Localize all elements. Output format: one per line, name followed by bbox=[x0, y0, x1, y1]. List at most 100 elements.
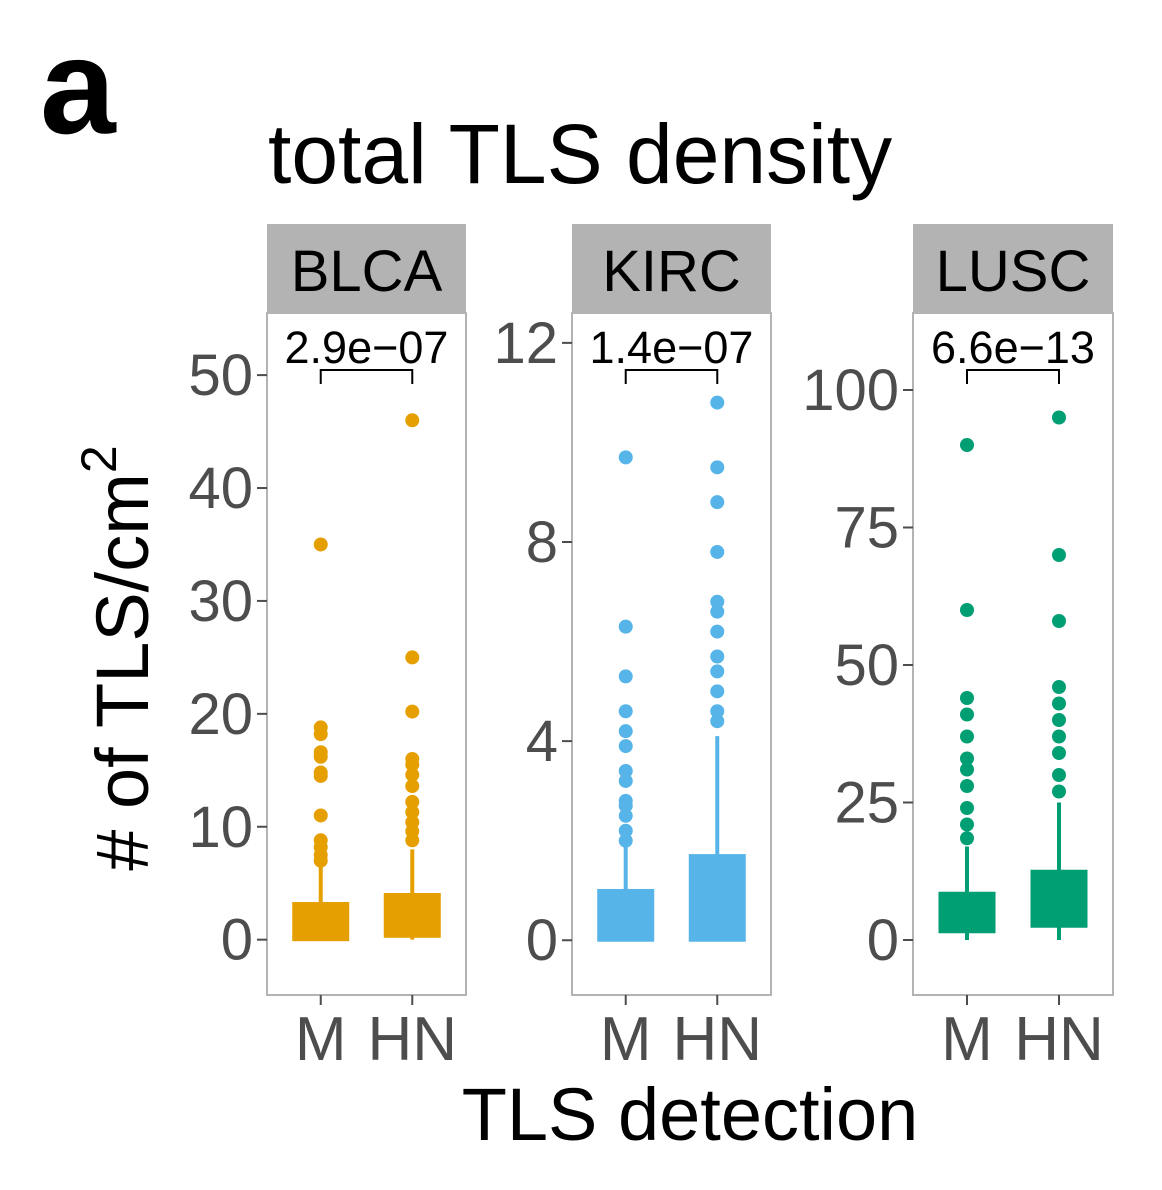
outlier-point bbox=[618, 450, 633, 465]
facet-kirc: KIRC 0 4 8 12 M HN 1.4e−07 bbox=[493, 224, 772, 1074]
y-tick-label: 50 bbox=[834, 633, 899, 698]
outlier-point bbox=[618, 833, 633, 848]
box-m bbox=[292, 902, 350, 942]
strip-background bbox=[572, 224, 771, 313]
outlier-point bbox=[618, 773, 633, 788]
outlier-point bbox=[1052, 746, 1066, 760]
outlier-point bbox=[1052, 548, 1066, 562]
y-tick-label: 75 bbox=[834, 496, 899, 561]
y-tick-label: 30 bbox=[188, 569, 253, 634]
outlier-point bbox=[313, 745, 328, 760]
outlier-point bbox=[960, 751, 974, 766]
facet-panels: BLCA 0 10 20 30 40 50 M HN 2.9e−07 KIRC 0 4 8 12 M HN 1.4… bbox=[188, 224, 1114, 1074]
outlier-point bbox=[618, 808, 633, 823]
outlier-point bbox=[960, 762, 974, 777]
p-value-label: 2.9e−07 bbox=[285, 322, 449, 373]
strip-label: LUSC bbox=[936, 239, 1091, 304]
panel-border bbox=[266, 312, 467, 996]
outlier-point bbox=[960, 729, 974, 744]
p-value-label: 1.4e−07 bbox=[590, 322, 754, 373]
outlier-point bbox=[618, 763, 633, 778]
outlier-point bbox=[313, 765, 328, 780]
outlier-point bbox=[405, 650, 420, 665]
outlier-point bbox=[405, 815, 420, 830]
panel-label: a bbox=[40, 10, 117, 162]
x-tick-label: HN bbox=[672, 1005, 762, 1074]
box-hn bbox=[688, 854, 746, 942]
strip-label: KIRC bbox=[602, 239, 741, 304]
outlier-point bbox=[618, 669, 633, 684]
outlier-point bbox=[960, 779, 974, 793]
outlier-point bbox=[313, 833, 328, 848]
outlier-point bbox=[618, 823, 633, 838]
outlier-point bbox=[1052, 784, 1066, 799]
x-tick-label: HN bbox=[1014, 1005, 1104, 1074]
outlier-point bbox=[960, 707, 974, 722]
x-tick-label: HN bbox=[367, 1005, 457, 1074]
outlier-point bbox=[405, 794, 420, 809]
y-tick-label: 0 bbox=[526, 908, 558, 973]
y-axis-title: # of TLS/cm2 bbox=[71, 445, 164, 870]
outlier-point bbox=[405, 767, 420, 782]
outlier-point bbox=[960, 603, 974, 617]
outlier-point bbox=[710, 664, 725, 679]
y-axis-title-main: # of TLS/cm bbox=[81, 473, 164, 871]
y-axis-title-superscript: 2 bbox=[71, 445, 127, 473]
strip-background bbox=[267, 224, 466, 313]
facet-lusc: LUSC 0 25 50 75 100 M HN 6.6e−13 bbox=[802, 224, 1114, 1074]
y-tick-label: 25 bbox=[834, 771, 899, 836]
box-m bbox=[938, 891, 996, 934]
outlier-point bbox=[710, 604, 725, 619]
y-tick-label: 40 bbox=[188, 456, 253, 521]
x-tick-label: M bbox=[600, 1005, 652, 1074]
outlier-point bbox=[960, 831, 974, 846]
outlier-point bbox=[960, 801, 974, 815]
outlier-point bbox=[313, 808, 328, 823]
box-m bbox=[597, 888, 655, 942]
outlier-point bbox=[618, 739, 633, 754]
outlier-point bbox=[710, 495, 725, 510]
outlier-point bbox=[710, 684, 725, 699]
chart-title: total TLS density bbox=[268, 107, 892, 201]
x-axis-title: TLS detection bbox=[462, 1073, 919, 1156]
outlier-point bbox=[618, 724, 633, 739]
outlier-point bbox=[313, 537, 328, 552]
y-tick-label: 10 bbox=[188, 795, 253, 860]
y-tick-label: 100 bbox=[802, 358, 899, 423]
outlier-point bbox=[405, 704, 420, 719]
significance-bracket bbox=[319, 369, 414, 384]
outlier-point bbox=[710, 704, 725, 719]
outlier-point bbox=[710, 624, 725, 639]
y-tick-label: 0 bbox=[221, 908, 253, 973]
y-tick-label: 0 bbox=[867, 908, 899, 973]
outlier-point bbox=[1052, 768, 1066, 782]
outlier-point bbox=[1052, 614, 1066, 628]
x-tick-label: M bbox=[941, 1005, 993, 1074]
outlier-point bbox=[618, 793, 633, 808]
outlier-point bbox=[960, 438, 974, 452]
outlier-point bbox=[618, 619, 633, 634]
significance-bracket bbox=[624, 369, 719, 384]
y-tick-label: 12 bbox=[493, 311, 558, 376]
outlier-point bbox=[960, 817, 974, 832]
outlier-point bbox=[710, 544, 725, 559]
p-value-label: 6.6e−13 bbox=[931, 322, 1095, 373]
outlier-point bbox=[1052, 713, 1066, 727]
y-tick-label: 4 bbox=[526, 709, 558, 774]
outlier-point bbox=[1052, 410, 1066, 425]
outlier-point bbox=[710, 649, 725, 664]
strip-label: BLCA bbox=[291, 239, 443, 304]
outlier-point bbox=[1052, 729, 1066, 744]
y-tick-label: 20 bbox=[188, 682, 253, 747]
outlier-point bbox=[405, 805, 420, 820]
outlier-point bbox=[313, 720, 328, 735]
outlier-point bbox=[405, 779, 420, 794]
outlier-point bbox=[405, 413, 420, 428]
outlier-point bbox=[405, 752, 420, 767]
outlier-point bbox=[710, 594, 725, 609]
outlier-point bbox=[618, 704, 633, 719]
strip-background bbox=[913, 224, 1113, 313]
outlier-point bbox=[710, 395, 725, 410]
y-tick-label: 50 bbox=[188, 343, 253, 408]
